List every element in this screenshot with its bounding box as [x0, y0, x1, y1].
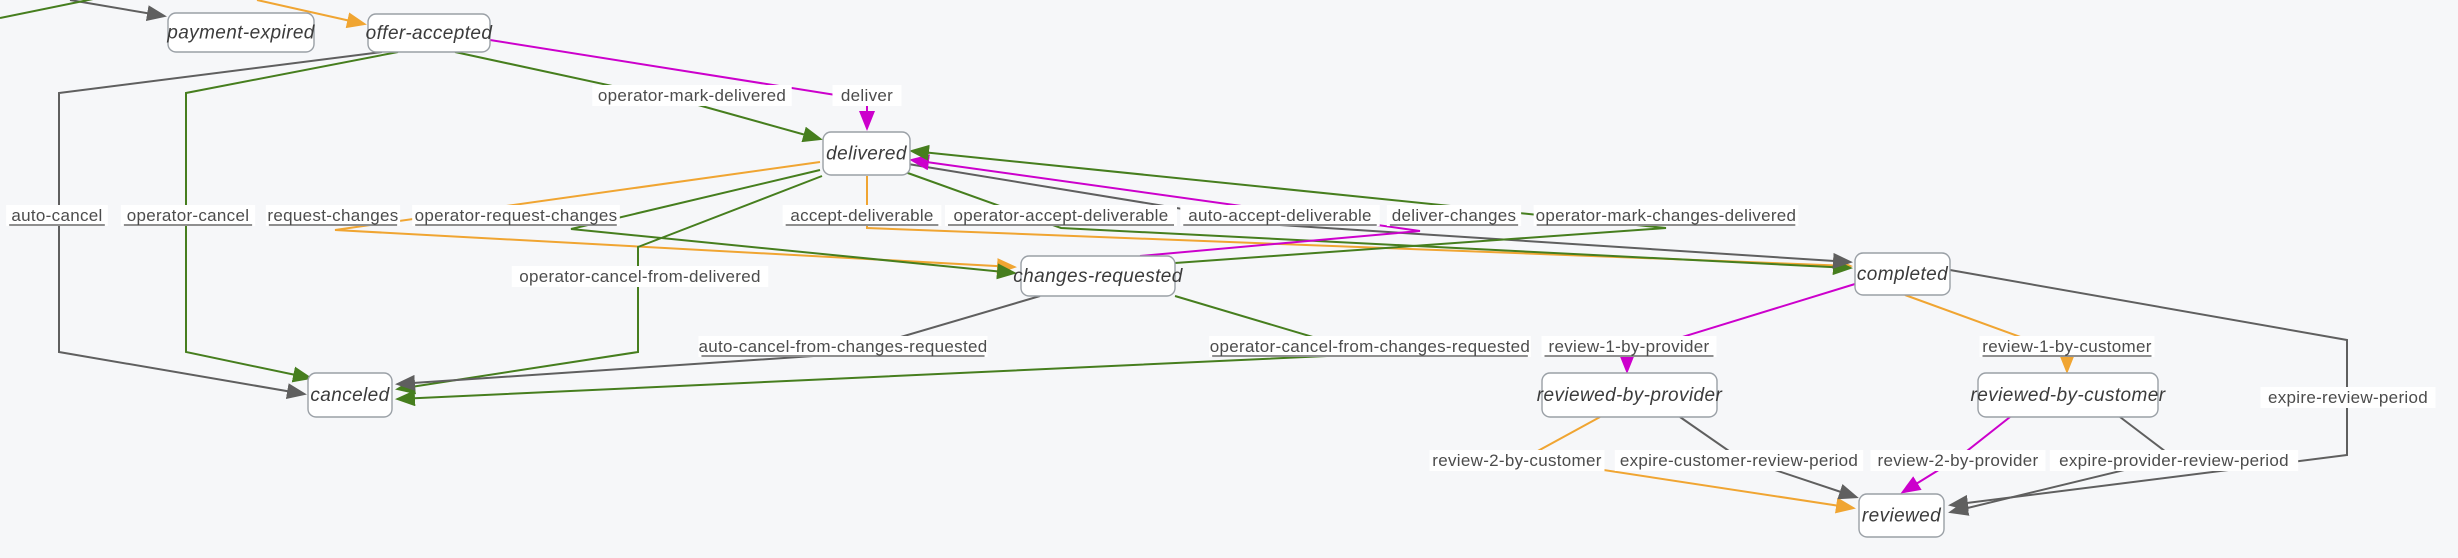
edge-label-operator-mark-delivered: operator-mark-delivered [598, 86, 786, 105]
edge-label-operator-accept-deliverable[interactable]: operator-accept-deliverable [953, 206, 1168, 225]
edge-operator-request-changes [570, 169, 1017, 280]
edge-offscreen-green-segment [0, 0, 94, 19]
edge-label-operator-mark-changes-delivered[interactable]: operator-mark-changes-delivered [1536, 206, 1797, 225]
node-box[interactable] [1020, 255, 1176, 297]
edge-label-halo [1209, 336, 1531, 357]
nodes-layer: payment-expired offer-accepted delivered ch… [166, 12, 2166, 538]
edge-label-auto-accept-deliverable[interactable]: auto-accept-deliverable [1188, 206, 1372, 225]
edge-label-halo [1386, 205, 1522, 226]
node-canceled[interactable]: canceled [307, 372, 393, 418]
edge-label-deliver: deliver [841, 86, 893, 105]
edge-request-changes [334, 161, 1017, 275]
edge-incoming-to-offer-accepted [256, 0, 367, 29]
edge-review-1-by-provider [1619, 283, 1856, 374]
edge-label-halo [1180, 205, 1380, 226]
node-payment-expired[interactable]: payment-expired [166, 12, 316, 53]
edge-label-review-1-by-customer[interactable]: review-1-by-customer [1982, 337, 2151, 356]
edge-review-1-by-customer [1904, 294, 2075, 374]
node-label: payment-expired [166, 23, 316, 44]
node-box[interactable] [167, 12, 315, 53]
edge-label-expire-provider-review-period: expire-provider-review-period [2059, 451, 2289, 470]
edge-label-operator-cancel-from-changes-requested[interactable]: operator-cancel-from-changes-requested [1210, 337, 1530, 356]
node-box[interactable] [1977, 372, 2159, 418]
edge-accept-deliverable [866, 176, 1853, 274]
edge-label-expire-review-period: expire-review-period [2268, 388, 2428, 407]
node-label: canceled [310, 385, 390, 406]
edge-label-review-2-by-customer: review-2-by-customer [1432, 451, 1601, 470]
edge-label-operator-cancel-from-delivered: operator-cancel-from-delivered [519, 267, 760, 286]
edge-deliver [489, 39, 875, 131]
edge-label-accept-deliverable[interactable]: accept-deliverable [790, 206, 933, 225]
edge-label-halo [944, 205, 1178, 226]
edge-label-operator-cancel[interactable]: operator-cancel [127, 206, 250, 225]
node-label: completed [1857, 264, 1949, 285]
edge-label-auto-cancel-from-changes-requested[interactable]: auto-cancel-from-changes-requested [699, 337, 988, 356]
node-reviewed-by-customer[interactable]: reviewed-by-customer [1971, 372, 2166, 418]
node-box[interactable] [367, 13, 491, 53]
node-completed[interactable]: completed [1854, 252, 1951, 296]
node-reviewed[interactable]: reviewed [1858, 493, 1945, 538]
edge-operator-accept-deliverable [904, 171, 1853, 276]
edge-label-review-1-by-provider[interactable]: review-1-by-provider [1549, 337, 1710, 356]
edge-label-halo [1541, 336, 1717, 357]
node-delivered[interactable]: delivered [822, 131, 911, 176]
edge-labels-layer: auto-cancel operator-cancel operator-mark-… [6, 85, 2436, 471]
node-label: changes-requested [1013, 266, 1184, 287]
edge-label-deliver-changes[interactable]: deliver-changes [1392, 206, 1517, 225]
edge-label-halo [832, 85, 902, 106]
edges-layer [0, 0, 2348, 516]
edge-label-halo [698, 336, 988, 357]
edge-label-operator-request-changes[interactable]: operator-request-changes [415, 206, 618, 225]
edge-incoming-to-payment-expired [69, 0, 167, 22]
node-changes-requested[interactable]: changes-requested [1013, 255, 1184, 297]
node-label: reviewed-by-provider [1537, 385, 1723, 406]
edge-label-review-2-by-provider: review-2-by-provider [1878, 451, 2039, 470]
node-box[interactable] [1541, 372, 1718, 418]
edge-label-halo [782, 205, 942, 226]
edge-label-auto-cancel[interactable]: auto-cancel [11, 206, 102, 225]
edge-label-halo [2260, 387, 2436, 408]
edge-label-halo [1614, 450, 1864, 471]
edge-operator-cancel-from-delivered [395, 175, 823, 395]
node-box[interactable] [1854, 252, 1951, 296]
edge-label-expire-customer-review-period: expire-customer-review-period [1620, 451, 1858, 470]
edge-label-halo [6, 205, 108, 226]
edge-label-halo [1979, 336, 2155, 357]
edge-label-halo [1870, 450, 2046, 471]
edge-label-halo [1533, 205, 1799, 226]
edge-label-halo [1429, 450, 1605, 471]
node-box[interactable] [1858, 493, 1945, 538]
node-offer-accepted[interactable]: offer-accepted [366, 13, 494, 53]
edge-label-halo [511, 266, 769, 287]
edge-label-halo [412, 205, 620, 226]
edge-deliver-changes [909, 154, 1421, 257]
node-label: reviewed [1862, 506, 1942, 527]
edge-operator-mark-changes-delivered [909, 144, 1667, 264]
edge-label-halo [2049, 450, 2299, 471]
edge-label-request-changes[interactable]: request-changes [267, 206, 398, 225]
edge-label-halo [120, 205, 256, 226]
edge-label-halo [265, 205, 401, 226]
node-label: delivered [826, 144, 908, 165]
node-box[interactable] [822, 131, 911, 176]
node-label: reviewed-by-customer [1971, 385, 2166, 406]
node-box[interactable] [307, 372, 393, 418]
node-reviewed-by-provider[interactable]: reviewed-by-provider [1537, 372, 1723, 418]
edge-label-halo [592, 85, 792, 106]
node-label: offer-accepted [366, 23, 494, 44]
